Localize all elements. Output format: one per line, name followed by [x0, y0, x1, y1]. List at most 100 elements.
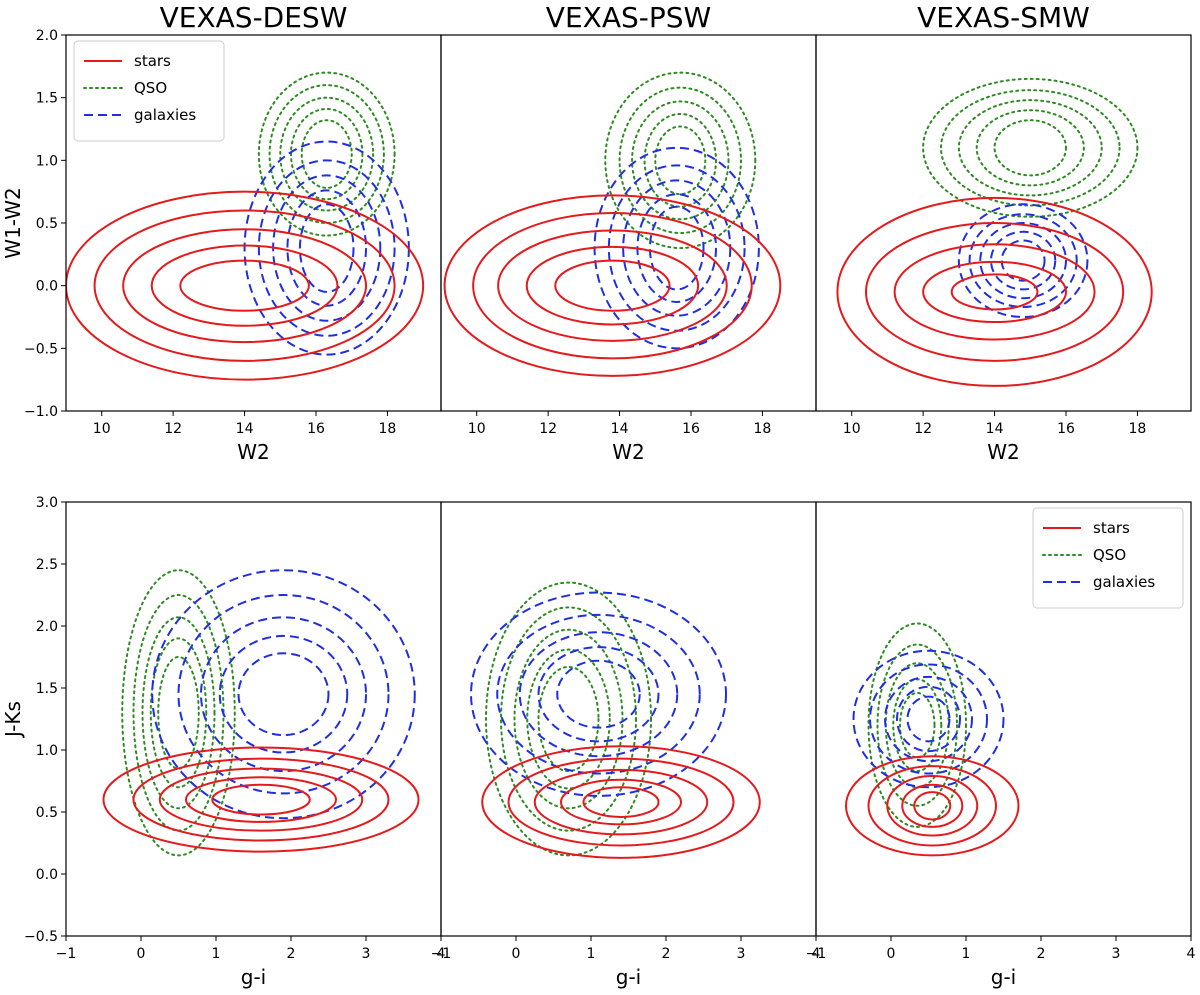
contour-galaxies-r1-c0-l0	[151, 569, 416, 820]
panel-title-1: VEXAS-PSW	[546, 1, 711, 34]
ytick-label-r1-4: 1.5	[36, 681, 58, 697]
xtick-label-r0-c1-1: 12	[539, 421, 557, 437]
xtick-label-r1-c2-3: 2	[1037, 946, 1046, 962]
contour-stars-r1-c2-l1	[867, 765, 997, 847]
xtick-label-r1-c0-1: 0	[137, 946, 146, 962]
contour-qso-r0-c1-l0	[604, 71, 757, 250]
contour-qso-r1-c1-l4	[537, 665, 600, 773]
contour-stars-r1-c0-l4	[211, 783, 311, 816]
contour-galaxies-r1-c2-l2	[884, 675, 973, 763]
xtick-label-r0-c1-0: 10	[468, 421, 486, 437]
contour-galaxies-r1-c1-l4	[556, 659, 641, 729]
contour-qso-r1-c0-l3	[149, 637, 208, 789]
xtick-label-r0-c2-2: 14	[986, 421, 1004, 437]
contour-stars-r1-c2-l3	[901, 783, 964, 828]
panel-r0-c0: 10 12 14 16 18 W2 VEXAS-DESW −1.0 −0.5 0.0 0.5 1.0 1…	[1, 1, 442, 464]
contour-galaxies-r0-c0-l0	[243, 140, 410, 356]
ytick-label-r1-6: 2.5	[36, 557, 58, 573]
contour-stars-r1-c1-l3	[560, 778, 682, 826]
xtick-label-r1-c0-4: 3	[362, 946, 371, 962]
contour-galaxies-r0-c0-l2	[272, 174, 382, 322]
panel-title-2: VEXAS-SMW	[917, 1, 1090, 34]
contour-qso-r0-c2-l4	[993, 119, 1068, 177]
contour-stars-r0-c0-l3	[150, 244, 339, 327]
legend-label-galaxies-r0: galaxies	[134, 106, 196, 124]
ytick-label-r0-0: −1.0	[24, 404, 58, 420]
xtick-label-r0-c2-0: 10	[843, 421, 861, 437]
contour-galaxies-r1-c0-l4	[237, 652, 330, 737]
contour-galaxies-r0-c2-l4	[1000, 239, 1046, 282]
panel-title-0: VEXAS-DESW	[160, 1, 348, 34]
contour-qso-r1-c1-l0	[485, 581, 652, 857]
ytick-label-r0-2: 0.0	[36, 279, 58, 295]
legend-label-qso-r1: QSO	[1093, 546, 1126, 564]
contour-qso-r0-c0-l2	[279, 96, 375, 212]
contour-qso-r1-c0-l0	[121, 569, 236, 857]
xtick-label-r0-c2-4: 18	[1129, 421, 1147, 437]
xlabel-r1-c2: g-i	[991, 965, 1016, 989]
contour-stars-r1-c2-l4	[913, 791, 952, 821]
contour-stars-r0-c1-l1	[472, 211, 753, 360]
xtick-label-r1-c2-0: −1	[806, 946, 827, 962]
contour-stars-r0-c2-l1	[865, 221, 1125, 362]
contour-qso-r0-c2-l0	[922, 77, 1139, 218]
contour-galaxies-r1-c1-l3	[537, 646, 660, 743]
contours-r1-c1	[470, 581, 761, 859]
contour-qso-r0-c0-l0	[257, 71, 396, 237]
contour-galaxies-r1-c2-l0	[852, 649, 1005, 789]
contour-qso-r1-c0-l1	[132, 594, 225, 832]
contour-qso-r0-c1-l4	[654, 125, 707, 196]
panel-r1-c0: −1 0 1 2 3 4 g-i −0.5 0.0 0.5 1.0 1.5 2.0 2.5 3.0 J-Ks	[1, 495, 446, 989]
legend-box-r0	[73, 40, 225, 142]
axes-frame-r0-c2	[815, 34, 1192, 412]
contour-galaxies-r0-c0-l1	[257, 159, 396, 337]
contour-qso-r1-c2-l0	[867, 622, 967, 828]
contour-qso-r1-c2-l1	[876, 643, 958, 807]
legend-label-stars-r0: stars	[134, 52, 171, 70]
contour-stars-r1-c0-l2	[158, 767, 364, 832]
ylabel-r1: J-Ks	[1, 701, 25, 739]
contour-qso-r1-c1-l1	[500, 606, 637, 832]
ytick-label-r1-1: 0.0	[36, 867, 58, 883]
xtick-label-r0-c1-4: 18	[754, 421, 772, 437]
xtick-label-r1-c2-2: 1	[962, 946, 971, 962]
xtick-label-r1-c2-5: 4	[1187, 946, 1196, 962]
panel-r1-c1: −1 0 1 2 3 4 g-i	[431, 501, 821, 989]
contour-galaxies-r0-c0-l4	[298, 203, 355, 293]
xtick-label-r1-c2-1: 0	[887, 946, 896, 962]
xtick-label-r1-c0-2: 1	[212, 946, 221, 962]
xtick-label-r1-c1-4: 3	[737, 946, 746, 962]
xtick-label-r1-c1-1: 0	[512, 946, 521, 962]
ytick-label-r0-3: 0.5	[36, 216, 58, 232]
contour-qso-r0-c1-l3	[643, 112, 717, 208]
contour-stars-r0-c1-l2	[497, 229, 728, 342]
contour-qso-r0-c2-l3	[975, 109, 1085, 187]
panel-r1-c2: −1 0 1 2 3 4 g-i stars QSO galaxies	[806, 501, 1196, 989]
contour-qso-r0-c0-l4	[300, 119, 353, 189]
contour-stars-r0-c2-l0	[836, 196, 1153, 387]
contour-stars-r0-c0-l0	[66, 190, 425, 381]
contour-stars-r0-c1-l3	[525, 245, 700, 326]
xlabel-r1-c0: g-i	[241, 965, 266, 989]
legend-label-qso-r0: QSO	[134, 79, 167, 97]
contour-galaxies-r1-c0-l3	[218, 634, 349, 754]
legend-label-stars-r1: stars	[1093, 519, 1130, 537]
axes-frame-r1-c2	[815, 501, 1192, 937]
ytick-label-r0-4: 1.0	[36, 153, 58, 169]
contour-qso-r0-c0-l1	[268, 84, 385, 224]
contour-qso-r0-c0-l3	[290, 107, 364, 201]
contour-galaxies-r1-c2-l1	[869, 663, 988, 775]
contour-galaxies-r0-c1-l4	[648, 205, 705, 291]
contour-galaxies-r1-c1-l2	[518, 631, 679, 758]
xtick-label-r1-c0-0: −1	[56, 946, 77, 962]
contour-qso-r1-c2-l3	[892, 678, 943, 773]
xtick-label-r0-c2-1: 12	[914, 421, 932, 437]
contour-qso-r1-c0-l2	[141, 616, 216, 810]
xtick-label-r1-c0-3: 2	[287, 946, 296, 962]
xlabel-r0-c1: W2	[612, 440, 645, 464]
contour-qso-r0-c2-l2	[957, 99, 1103, 197]
legend-r1: stars QSO galaxies	[1032, 507, 1184, 609]
ytick-label-r0-5: 1.5	[36, 91, 58, 107]
legend-box-r1	[1032, 507, 1184, 609]
